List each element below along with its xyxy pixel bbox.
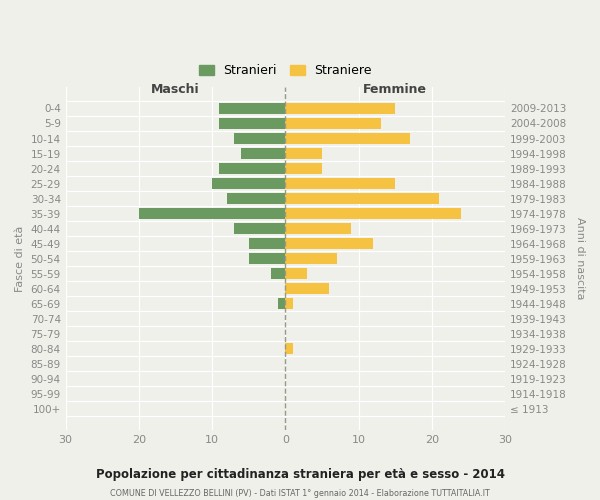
- Bar: [249, 238, 286, 250]
- Bar: [286, 103, 395, 114]
- Bar: [271, 268, 286, 280]
- Text: Femmine: Femmine: [363, 84, 427, 96]
- Bar: [227, 193, 286, 204]
- Bar: [234, 223, 286, 234]
- Bar: [286, 163, 322, 174]
- Bar: [286, 133, 410, 144]
- Bar: [220, 103, 286, 114]
- Text: Maschi: Maschi: [151, 84, 200, 96]
- Y-axis label: Anni di nascita: Anni di nascita: [575, 218, 585, 300]
- Bar: [286, 268, 307, 280]
- Bar: [286, 118, 380, 129]
- Bar: [286, 148, 322, 159]
- Bar: [286, 223, 351, 234]
- Bar: [139, 208, 286, 220]
- Legend: Stranieri, Straniere: Stranieri, Straniere: [194, 59, 377, 82]
- Bar: [286, 208, 461, 220]
- Bar: [286, 193, 439, 204]
- Bar: [220, 163, 286, 174]
- Bar: [286, 178, 395, 189]
- Bar: [286, 343, 293, 354]
- Bar: [241, 148, 286, 159]
- Text: COMUNE DI VELLEZZO BELLINI (PV) - Dati ISTAT 1° gennaio 2014 - Elaborazione TUTT: COMUNE DI VELLEZZO BELLINI (PV) - Dati I…: [110, 488, 490, 498]
- Bar: [249, 253, 286, 264]
- Bar: [286, 238, 373, 250]
- Bar: [286, 253, 337, 264]
- Bar: [278, 298, 286, 310]
- Bar: [286, 298, 293, 310]
- Y-axis label: Fasce di età: Fasce di età: [15, 226, 25, 292]
- Text: Popolazione per cittadinanza straniera per età e sesso - 2014: Popolazione per cittadinanza straniera p…: [95, 468, 505, 481]
- Bar: [212, 178, 286, 189]
- Bar: [220, 118, 286, 129]
- Bar: [286, 283, 329, 294]
- Bar: [234, 133, 286, 144]
